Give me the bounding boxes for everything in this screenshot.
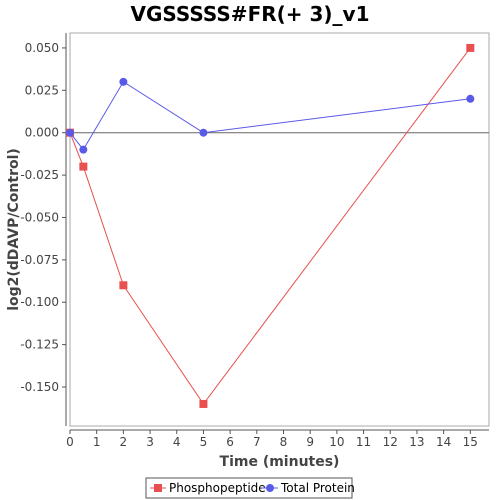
legend-item-total-protein: Total Protein [262, 481, 355, 495]
x-axis-title: Time (minutes) [220, 454, 340, 470]
x-tick-label: 15 [463, 435, 478, 449]
legend-label-total-protein: Total Protein [280, 481, 355, 495]
x-tick-label: 7 [253, 435, 261, 449]
legend-label-phosphopeptide: Phosphopeptide [169, 481, 266, 495]
y-tick-label: -0.100 [20, 295, 59, 309]
legend: Phosphopeptide Total Protein [145, 477, 355, 499]
x-tick-label: 11 [356, 435, 371, 449]
x-tick-label: 9 [306, 435, 314, 449]
x-tick-label: 14 [436, 435, 451, 449]
y-tick-label: -0.025 [20, 168, 59, 182]
x-tick-label: 1 [93, 435, 101, 449]
y-tick-label: -0.050 [20, 210, 59, 224]
x-tick-label: 8 [280, 435, 288, 449]
series-layer [66, 43, 475, 408]
x-tick-label: 5 [200, 435, 208, 449]
y-tick-label: -0.150 [20, 380, 59, 394]
x-tick-label: 4 [173, 435, 181, 449]
data-point-total-protein [119, 77, 128, 86]
y-tick-label: -0.075 [20, 253, 59, 267]
data-point-phosphopeptide [79, 162, 88, 171]
data-point-phosphopeptide [199, 399, 208, 408]
data-point-total-protein [79, 145, 88, 154]
axes-layer: 0.050 0.025 0.000 -0.025 -0.050 -0.075 -0.100 -… [20, 33, 489, 449]
data-point-phosphopeptide [466, 43, 475, 52]
x-tick-label: 10 [329, 435, 344, 449]
y-tick-label: 0.050 [25, 41, 59, 55]
x-tick-label: 6 [226, 435, 234, 449]
legend-marker-phosphopeptide [154, 484, 162, 492]
plot-area-frame [69, 32, 490, 427]
legend-marker-total-protein [266, 484, 274, 492]
y-tick-label: 0.025 [25, 83, 59, 97]
legend-item-phosphopeptide: Phosphopeptide [150, 481, 266, 495]
x-tick-label: 3 [146, 435, 154, 449]
y-axis-title: log2(dDAVP/Control) [6, 148, 22, 311]
data-point-total-protein [66, 128, 74, 137]
x-tick-label: 2 [120, 435, 128, 449]
legend-frame [145, 477, 353, 499]
y-tick-label: -0.125 [20, 338, 59, 352]
y-tick-label: 0.000 [25, 126, 59, 140]
data-point-phosphopeptide [119, 281, 128, 290]
data-point-total-protein [199, 128, 208, 137]
chart-title: VGSSSSS#FR(+ 3)_v1 [130, 2, 370, 26]
x-tick-label: 13 [409, 435, 424, 449]
x-tick-label: 12 [383, 435, 398, 449]
x-tick-label: 0 [66, 435, 74, 449]
data-point-total-protein [466, 94, 475, 103]
